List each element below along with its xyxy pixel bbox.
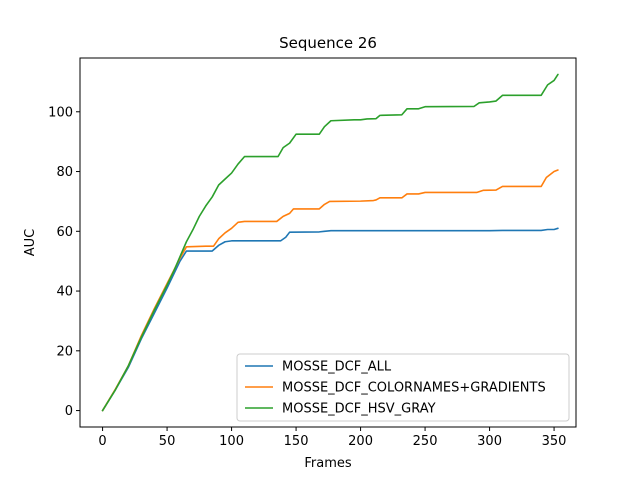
y-axis-ticks: 0 20 40 60 80 100 xyxy=(48,105,80,419)
x-tick-label: 200 xyxy=(348,434,373,449)
legend-entry-label: MOSSE_DCF_COLORNAMES+GRADIENTS xyxy=(282,381,546,396)
legend: MOSSE_DCF_ALL MOSSE_DCF_COLORNAMES+GRADIE… xyxy=(236,353,570,422)
y-tick-label: 0 xyxy=(65,404,73,419)
series-line-mosse-dcf-colornames-gradients xyxy=(101,169,559,412)
y-tick-label: 40 xyxy=(56,285,73,300)
y-axis-label: AUC xyxy=(23,229,38,257)
y-tick-label: 100 xyxy=(48,105,73,120)
x-tick-label: 100 xyxy=(219,434,244,449)
legend-entry-label: MOSSE_DCF_ALL xyxy=(282,360,392,375)
y-tick-label: 60 xyxy=(56,225,73,240)
series-line-mosse-dcf-all xyxy=(101,227,559,412)
series-layer xyxy=(101,73,559,412)
legend-box xyxy=(236,353,570,422)
x-tick-label: 300 xyxy=(477,434,502,449)
x-axis-ticks: 0 50 100 150 200 250 300 350 xyxy=(98,427,566,449)
chart-title: Sequence 26 xyxy=(279,34,377,52)
series-line-mosse-dcf-hsv-gray xyxy=(101,73,559,412)
y-tick-label: 20 xyxy=(56,344,73,359)
x-tick-label: 150 xyxy=(284,434,309,449)
x-tick-label: 50 xyxy=(159,434,176,449)
x-axis-label: Frames xyxy=(304,456,352,471)
x-tick-label: 250 xyxy=(413,434,438,449)
plot-frame xyxy=(79,57,577,428)
legend-entry-label: MOSSE_DCF_HSV_GRAY xyxy=(282,402,436,417)
y-tick-label: 80 xyxy=(56,165,73,180)
x-tick-label: 350 xyxy=(542,434,567,449)
x-tick-label: 0 xyxy=(98,434,106,449)
